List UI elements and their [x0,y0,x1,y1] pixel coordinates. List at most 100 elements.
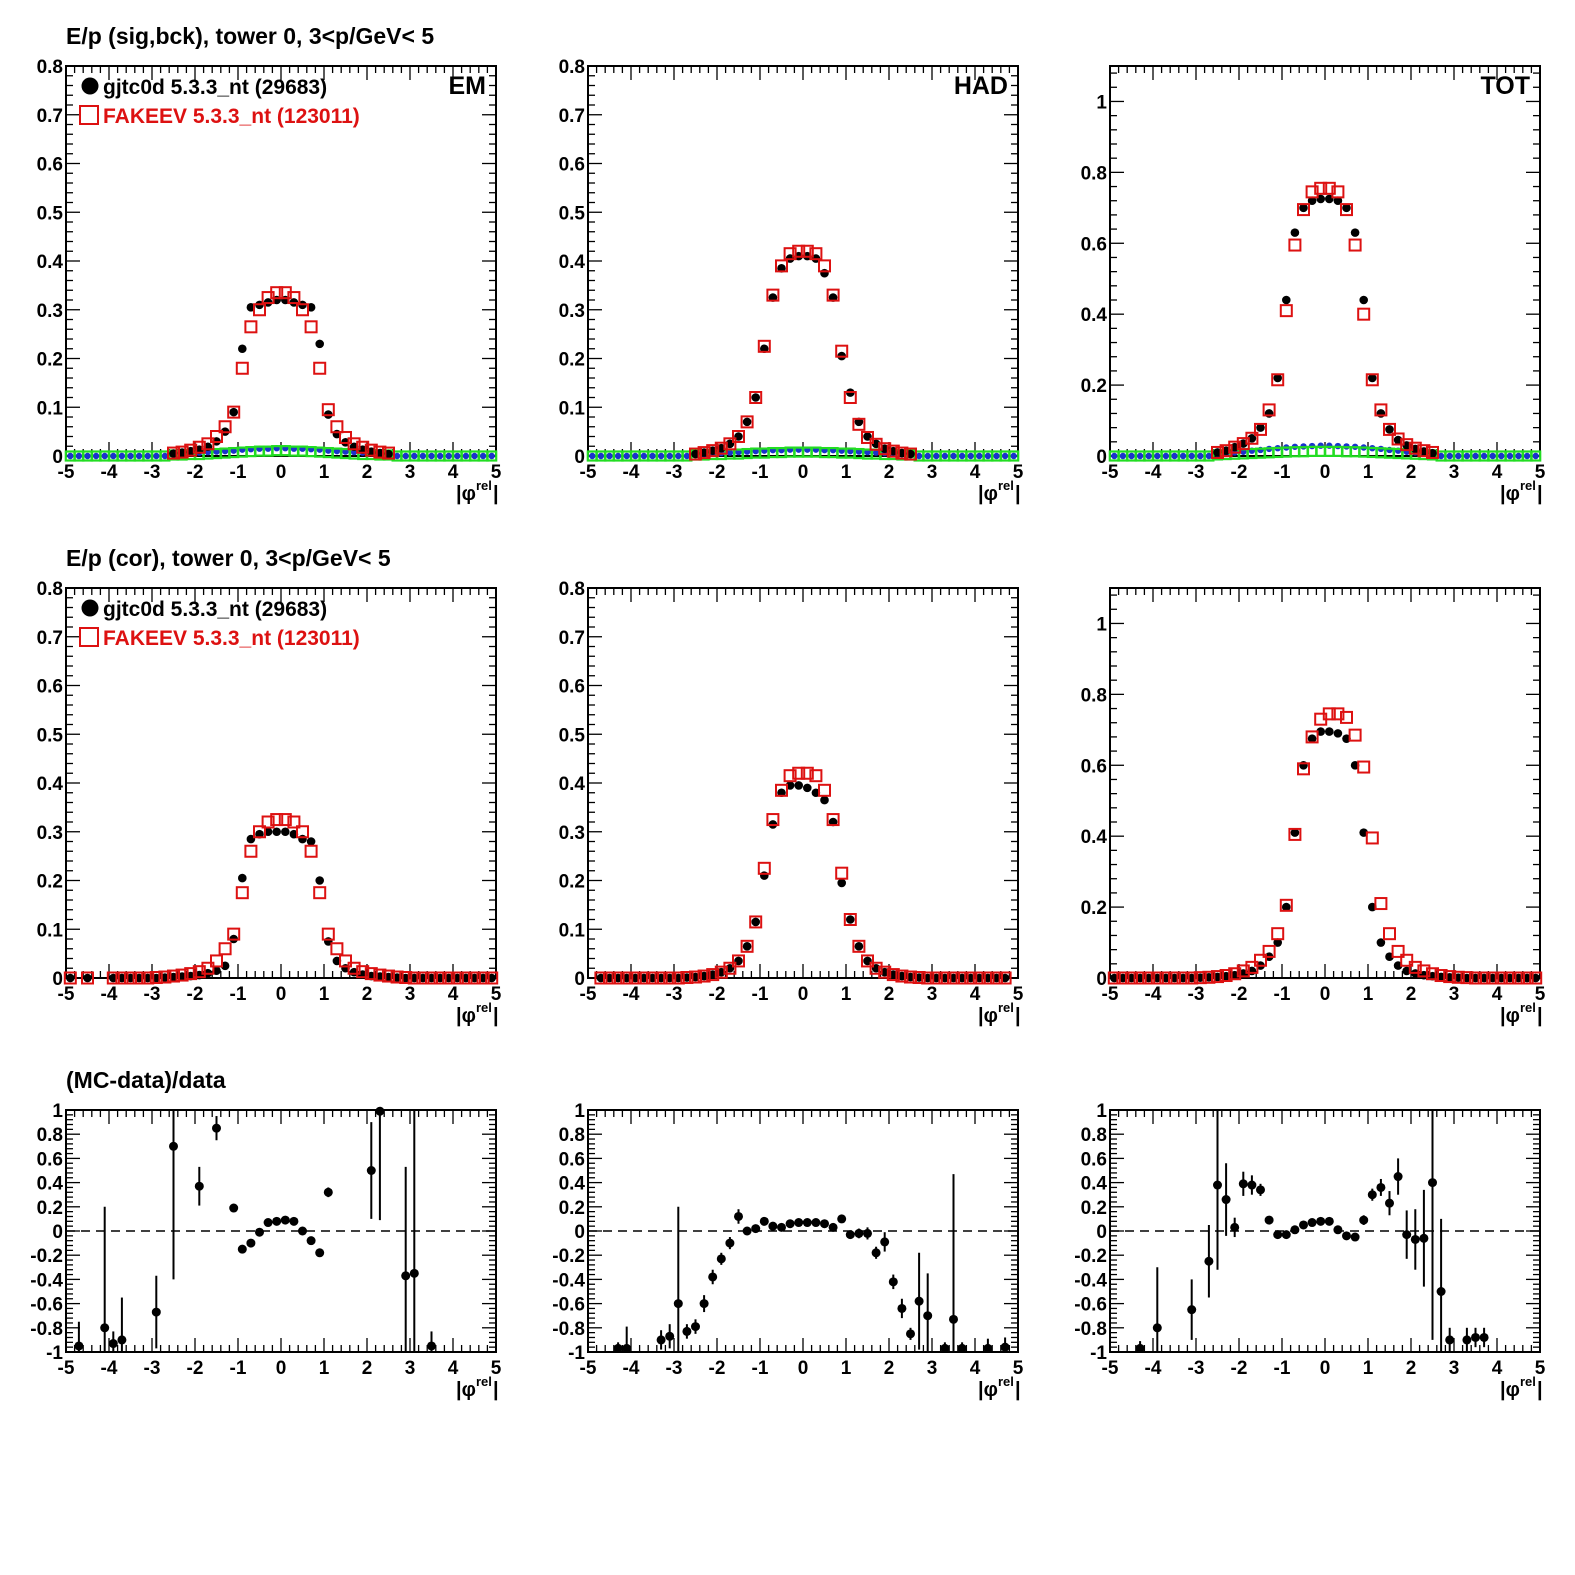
mc-point [809,769,823,783]
x-tick-label: -2 [187,1358,204,1379]
x-tick-label: -1 [1274,984,1291,1005]
mc-point [1400,953,1414,967]
x-tick-label: -5 [1102,984,1119,1005]
ratio-point [289,1216,299,1226]
data-point [1376,409,1386,418]
mc-point [783,769,797,783]
x-tick-label: 4 [970,984,981,1005]
x-tick-label: 4 [970,462,981,483]
data-point [1273,373,1282,383]
data-point [1307,734,1317,743]
legend: gjtc0d 5.3.3_nt (29683) FAKEEV 5.3.3_nt (… [79,76,360,128]
mc-point [218,420,232,434]
ratio-point [409,1268,419,1278]
data-point [742,942,752,951]
bck-data-point [924,452,931,460]
bck-data-point [1179,452,1187,460]
bck-data-point [1455,452,1462,460]
x-axis-label: |φ [1500,1005,1520,1027]
y-tick-label: 0.4 [1081,305,1108,326]
ratio-point [401,1271,411,1281]
panel-0-1: -5 -4 -3 -2 -1 0 1 2 3 4 5 0 0.1 0.2 0.3 0.4 0.5 0.6 0.7 0.… [559,57,1024,505]
mc-point [646,971,659,985]
mc-point [192,965,206,979]
ratio-point [1471,1332,1480,1342]
mc-point [611,971,625,985]
ratio-point [194,1181,204,1191]
ratio-point [742,1226,752,1236]
ratio-point [613,1343,623,1353]
ratio-point [306,1236,316,1246]
x-tick-label: 2 [1406,462,1417,483]
ratio-point [1402,1230,1412,1240]
mc-point [1305,730,1319,744]
y-tick-label: 0.6 [1081,1149,1107,1170]
mc-point [347,961,361,975]
mc-point [878,965,892,979]
panel-1-1: -5 -4 -3 -2 -1 0 1 2 3 4 5 0 0.1 0.2 0.3 0.4 0.5 0.6 0.7 0.… [559,579,1024,1027]
x-tick-label: 2 [362,462,373,483]
mc-point [321,927,335,941]
data-point [1299,203,1308,213]
mc-point [1262,944,1276,958]
y-tick-label: 0.4 [559,1174,586,1195]
row-title-ratio: (MC-data)/data [66,1067,226,1093]
data-point [1333,196,1343,206]
bck-data-point [411,452,418,460]
ratio-point [863,1228,872,1238]
y-tick-label: -0.2 [1074,1246,1107,1267]
x-axis-label: |φ [456,1379,476,1401]
y-tick-label: 0.8 [1081,685,1107,706]
ratio-point [1385,1198,1394,1208]
ratio-point [169,1141,178,1151]
y-tick-label: -1 [46,1343,63,1364]
legend: gjtc0d 5.3.3_nt (29683) FAKEEV 5.3.3_nt (… [79,598,360,650]
legend-data-marker [81,77,99,95]
data-point [1385,425,1394,434]
mc-point [654,971,668,985]
data-point [794,781,803,790]
ratio-point [1213,1180,1222,1190]
plot-frame [587,65,1019,457]
bck-data-point [1463,452,1471,460]
mc-point [766,288,780,302]
ratio-point [897,1303,907,1313]
ratio-point [1419,1233,1429,1243]
mc-point [1211,445,1224,459]
mc-point [921,971,935,985]
bck-data-point [1001,452,1009,460]
y-tick-label: 0.8 [37,57,63,78]
y-tick-label: 0.4 [37,252,64,273]
y-tick-label: 1 [574,1101,585,1122]
y-tick-label: -0.6 [552,1295,585,1316]
y-tick-label: -0.2 [552,1246,585,1267]
bck-data-point [958,452,966,460]
mc-point [1357,307,1371,321]
ratio-point [1436,1287,1446,1296]
x-tick-label: -4 [623,1358,640,1379]
x-tick-label: -1 [752,984,769,1005]
ratio-point [1376,1182,1386,1192]
ratio-point [1264,1215,1274,1225]
data-point [315,339,325,349]
mc-point [227,405,241,419]
ratio-point [983,1343,993,1353]
mc-point [1254,953,1267,967]
ratio-point [716,1254,726,1264]
data-point [1359,295,1368,305]
x-axis-label-sup: rel [476,1374,492,1389]
x-tick-label: 5 [1535,1358,1546,1379]
y-tick-label: 0.4 [1081,827,1108,848]
mc-point [1451,970,1465,984]
ratio-point [949,1314,958,1324]
mc-point [304,844,318,858]
y-tick-label: 1 [1096,614,1107,635]
ratio-point [117,1335,127,1345]
ratio-point [914,1296,924,1306]
mc-point [364,443,378,457]
x-axis-label: |φ [978,1379,998,1401]
ratio-point [673,1299,683,1309]
mc-point [1512,971,1525,985]
x-tick-label: 4 [1492,984,1503,1005]
x-tick-label: 3 [927,462,938,483]
